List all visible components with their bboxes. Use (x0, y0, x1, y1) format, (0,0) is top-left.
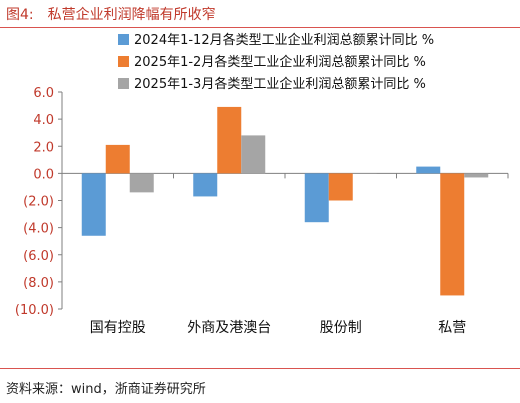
x-tick-label: 股份制 (320, 320, 362, 336)
top-rule (0, 27, 520, 28)
legend-swatch (118, 34, 129, 45)
bar (352, 173, 377, 174)
legend-label: 2025年1-3月各类型工业企业利润总额累计同比 % (134, 76, 426, 92)
y-tick-label: (6.0) (23, 249, 54, 264)
legend-swatch (118, 78, 129, 89)
bar (440, 173, 465, 296)
bar (416, 166, 441, 174)
bar (304, 173, 329, 223)
bar (328, 173, 353, 201)
x-tick-label: 私营 (438, 320, 466, 336)
legend-label: 2024年1-12月各类型工业企业利润总额累计同比 % (134, 32, 434, 48)
y-tick-label: 4.0 (33, 113, 54, 128)
bar (217, 106, 242, 174)
figure-title-text: 私营企业利润降幅有所收窄 (47, 7, 216, 23)
y-tick-label: (2.0) (23, 195, 54, 210)
legend-swatch (118, 56, 129, 67)
legend-label: 2025年1-2月各类型工业企业利润总额累计同比 % (134, 54, 426, 70)
bar (105, 144, 130, 174)
bar (81, 173, 106, 236)
bottom-rule (0, 368, 520, 369)
bar (129, 173, 154, 193)
y-tick-label: 0.0 (33, 167, 54, 182)
bar (464, 173, 489, 178)
bar (241, 135, 266, 174)
source-note: 资料来源：wind，浙商证券研究所 (6, 382, 206, 397)
y-tick-label: (8.0) (23, 276, 54, 291)
bar (193, 173, 218, 197)
y-tick-label: (10.0) (15, 303, 54, 318)
x-tick-label: 外商及港澳台 (187, 320, 271, 336)
figure-title: 图4: 私营企业利润降幅有所收窄 (6, 4, 216, 24)
y-tick-label: (4.0) (23, 222, 54, 237)
figure-number: 图4: (6, 7, 34, 23)
y-tick-label: 2.0 (33, 140, 54, 155)
x-tick-label: 国有控股 (90, 320, 146, 336)
y-tick-label: 6.0 (33, 86, 54, 101)
